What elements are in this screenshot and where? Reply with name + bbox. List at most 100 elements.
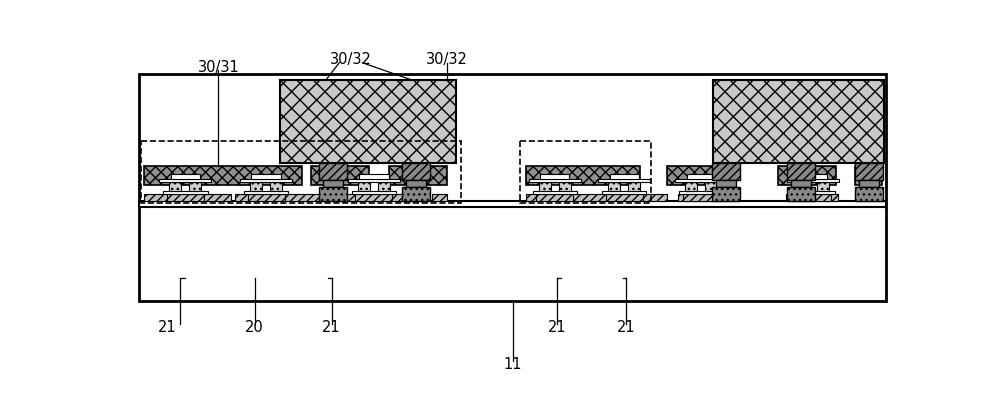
Bar <box>817 182 829 191</box>
Bar <box>536 194 573 200</box>
Bar <box>786 194 838 200</box>
Bar <box>141 141 461 203</box>
Bar <box>602 191 646 194</box>
Bar <box>855 186 883 200</box>
Bar <box>797 182 809 191</box>
Bar <box>705 182 717 191</box>
Bar <box>790 191 835 194</box>
Bar <box>526 194 609 200</box>
Bar <box>608 182 620 191</box>
Bar <box>319 163 347 180</box>
Bar <box>389 166 447 185</box>
Bar <box>358 182 370 191</box>
Bar <box>541 176 549 182</box>
Bar <box>280 80 456 163</box>
Bar <box>272 176 280 182</box>
Bar <box>679 191 723 194</box>
Bar <box>859 180 879 186</box>
Bar <box>606 194 643 200</box>
Bar <box>787 186 815 200</box>
Bar <box>163 191 208 194</box>
Bar <box>616 194 667 200</box>
Bar <box>311 166 369 185</box>
Bar <box>791 180 811 186</box>
Bar <box>794 194 831 200</box>
Bar <box>683 194 720 200</box>
Bar <box>675 179 727 182</box>
Bar <box>355 194 392 200</box>
Bar <box>378 182 390 191</box>
Bar <box>240 179 292 182</box>
Bar <box>687 176 695 182</box>
Bar <box>360 176 368 182</box>
Text: 30/31: 30/31 <box>197 60 239 75</box>
Bar <box>610 176 618 182</box>
Bar <box>359 174 389 179</box>
Bar <box>406 180 426 186</box>
Bar <box>343 194 416 200</box>
Bar <box>855 194 882 200</box>
Bar <box>526 166 640 185</box>
Bar <box>402 186 430 200</box>
Bar <box>191 176 199 182</box>
Bar <box>248 194 285 200</box>
Bar <box>171 176 179 182</box>
Bar <box>678 194 730 200</box>
Bar <box>520 141 651 203</box>
Bar <box>666 166 724 185</box>
Bar <box>402 163 430 180</box>
Bar <box>787 179 839 182</box>
Bar <box>787 163 815 180</box>
Text: 30/32: 30/32 <box>426 52 468 67</box>
Bar <box>159 179 211 182</box>
Bar <box>855 163 883 180</box>
Bar <box>139 200 886 207</box>
Bar <box>712 186 740 200</box>
Bar <box>244 191 288 194</box>
Bar <box>628 182 640 191</box>
Text: 21: 21 <box>158 320 177 335</box>
Bar <box>235 194 320 200</box>
Bar <box>250 182 262 191</box>
Bar <box>189 182 201 191</box>
Bar <box>778 166 836 185</box>
Bar <box>687 174 716 179</box>
Bar <box>798 174 827 179</box>
Text: 11: 11 <box>503 357 522 372</box>
Bar <box>529 179 581 182</box>
Bar <box>610 174 639 179</box>
Bar <box>713 80 884 163</box>
Bar <box>171 174 200 179</box>
Bar <box>144 166 302 185</box>
Bar <box>559 182 571 191</box>
Bar <box>352 191 396 194</box>
Text: 21: 21 <box>548 320 566 335</box>
Bar <box>855 166 882 185</box>
Bar <box>685 182 697 191</box>
Text: 21: 21 <box>322 320 341 335</box>
Bar <box>819 176 827 182</box>
Text: 21: 21 <box>617 320 636 335</box>
Bar <box>167 194 204 200</box>
Bar <box>799 176 807 182</box>
Bar <box>432 194 447 200</box>
Bar <box>323 180 343 186</box>
Text: 20: 20 <box>245 320 264 335</box>
Bar <box>270 182 282 191</box>
Bar <box>252 176 260 182</box>
Bar <box>251 174 281 179</box>
Bar <box>348 179 400 182</box>
Bar <box>630 176 638 182</box>
Bar <box>380 176 388 182</box>
Bar <box>144 194 231 200</box>
Bar <box>716 180 736 186</box>
Bar <box>707 176 715 182</box>
Bar <box>539 182 551 191</box>
Text: 30/32: 30/32 <box>330 52 372 67</box>
Bar <box>598 179 650 182</box>
Bar <box>169 182 181 191</box>
Bar <box>540 174 569 179</box>
Bar <box>533 191 577 194</box>
Bar <box>139 74 886 301</box>
Bar <box>561 176 569 182</box>
